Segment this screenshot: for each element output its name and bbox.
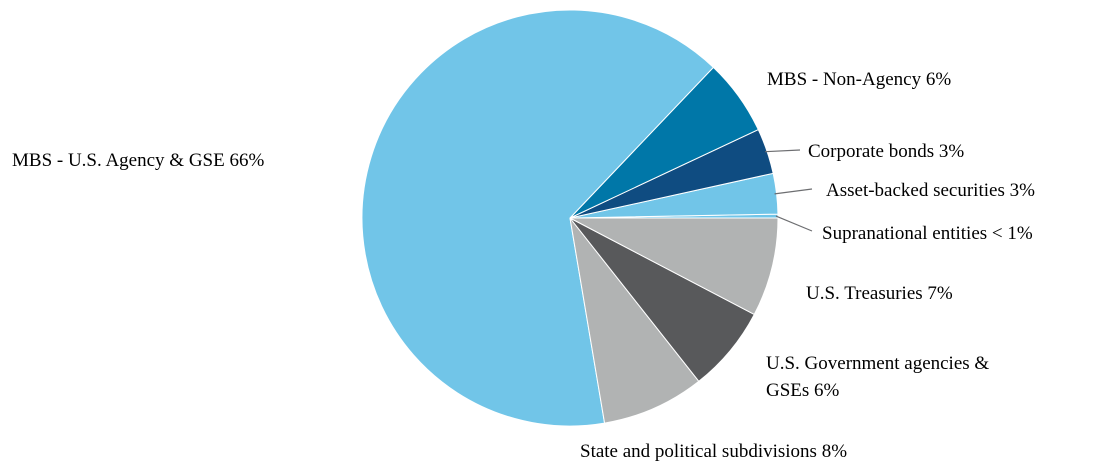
pie-slice-u-s-treasuries-7 — [569, 217, 779, 316]
label-mbs-us-agency-gse: MBS - U.S. Agency & GSE 66% — [12, 150, 264, 171]
slice-labels: MBS - Non-Agency 6% Corporate bonds 3% A… — [12, 69, 1035, 462]
pie-slices — [361, 9, 779, 427]
leader-lines — [765, 149, 813, 232]
label-corporate-bonds: Corporate bonds 3% — [808, 141, 964, 162]
label-us-treasuries: U.S. Treasuries 7% — [806, 283, 953, 304]
label-mbs-non-agency: MBS - Non-Agency 6% — [767, 69, 951, 90]
label-us-government-agencies-line1: U.S. Government agencies & — [766, 353, 989, 374]
leader-line-asset-backed-securities — [774, 188, 813, 195]
label-supranational-entities: Supranational entities < 1% — [822, 223, 1033, 244]
label-asset-backed-securities: Asset-backed securities 3% — [826, 180, 1035, 201]
label-us-government-agencies-line2: GSEs 6% — [766, 380, 840, 401]
leader-line-corporate-bonds — [765, 149, 801, 153]
pie-slice-mbs-u-s-agency-gse-66 — [361, 9, 715, 427]
label-state-political-subdivisions: State and political subdivisions 8% — [580, 441, 847, 462]
pie-slice-state-and-political-subdivisions-8 — [569, 217, 700, 424]
leader-line-supranational-entities — [775, 215, 813, 232]
